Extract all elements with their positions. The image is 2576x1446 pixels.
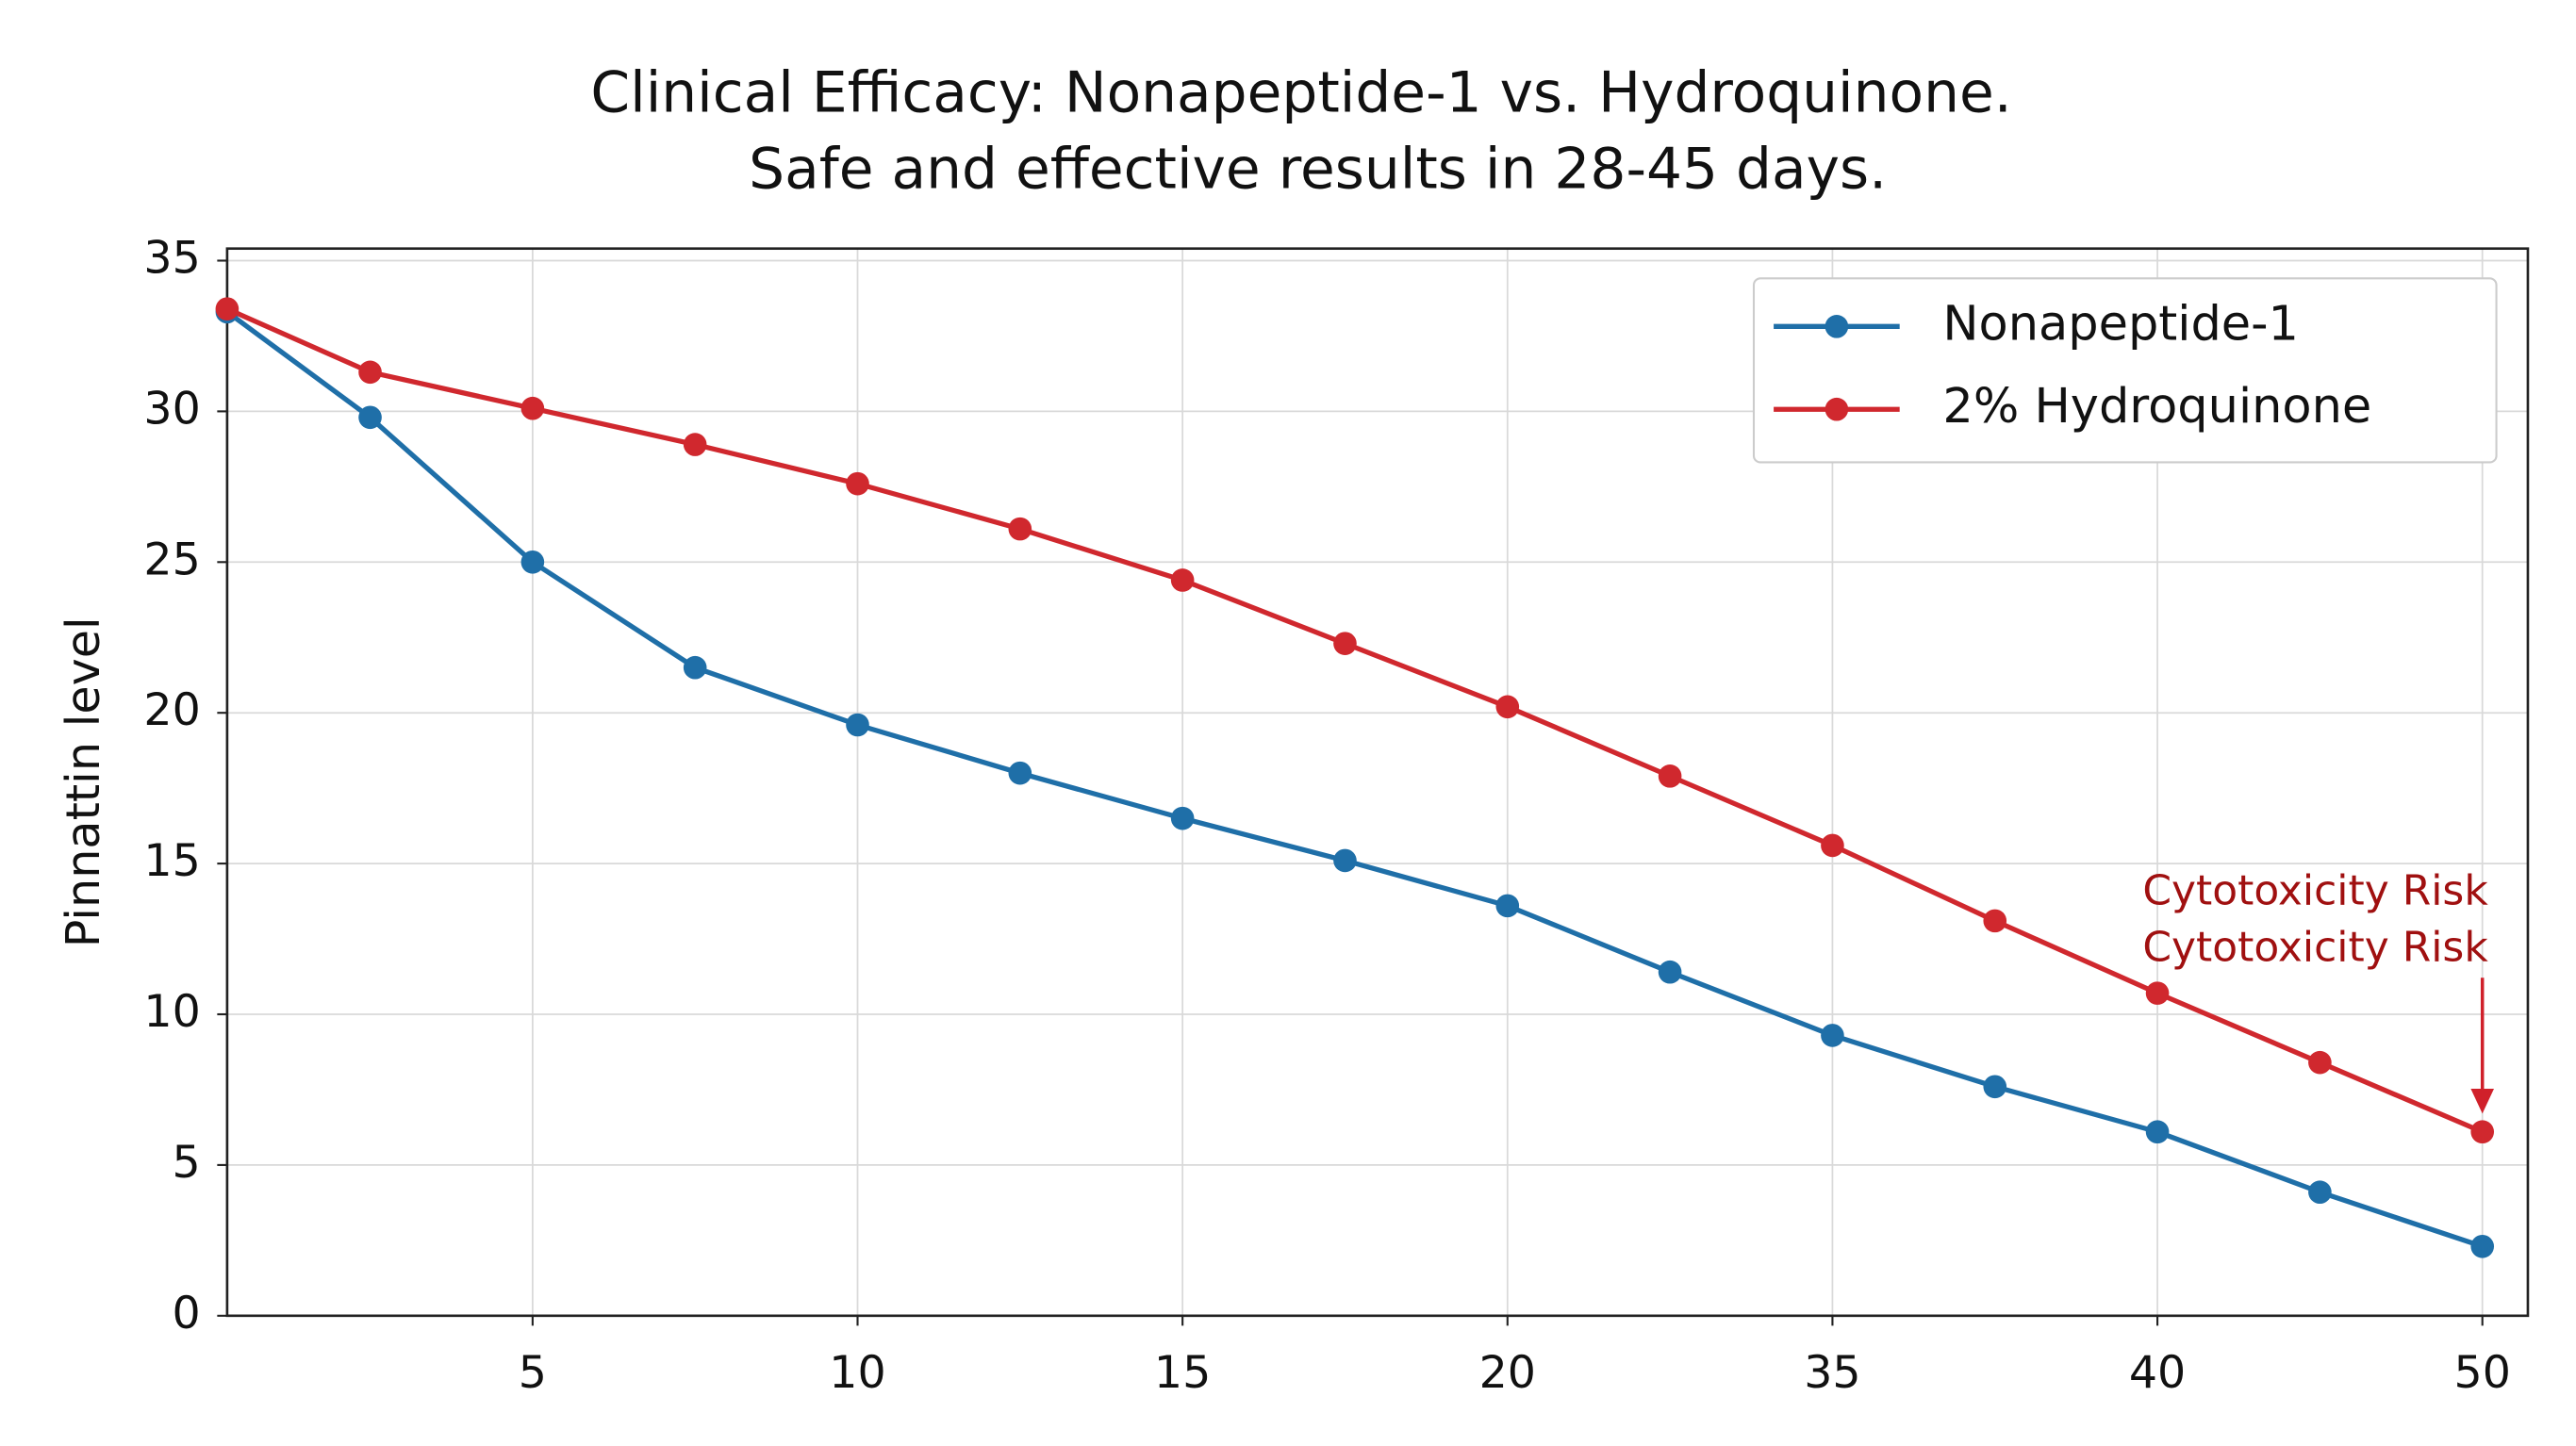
data-point — [846, 471, 869, 496]
y-tick-label: 10 — [143, 986, 200, 1038]
y-tick-label: 35 — [143, 232, 200, 284]
data-point — [2145, 981, 2170, 1005]
legend-label: 2% Hydroquinone — [1942, 379, 2371, 435]
data-point — [2308, 1050, 2332, 1075]
data-point — [1495, 894, 1520, 918]
y-tick-label: 30 — [143, 383, 200, 435]
annotation-text: Cytotoxicity Risk — [2142, 867, 2488, 915]
y-tick-label: 25 — [143, 534, 200, 585]
x-tick-label: 50 — [2454, 1347, 2511, 1399]
y-tick-label: 15 — [143, 835, 200, 887]
data-point — [520, 550, 545, 574]
data-point — [215, 297, 239, 320]
data-point — [2470, 1234, 2495, 1258]
data-point — [1170, 568, 1195, 592]
data-point — [1821, 833, 1844, 858]
annotation-arrowhead — [2470, 1089, 2495, 1114]
data-point — [1170, 806, 1195, 830]
legend-marker — [1825, 397, 1849, 421]
data-point — [520, 396, 545, 420]
data-point — [2470, 1120, 2495, 1144]
data-point — [846, 713, 869, 737]
data-point — [1333, 848, 1357, 873]
data-point — [683, 655, 707, 680]
data-point — [1658, 960, 1682, 984]
legend-label: Nonapeptide-1 — [1942, 296, 2299, 352]
annotation-text: Cytotoxicity Risk — [2142, 923, 2488, 971]
x-tick-label: 40 — [2129, 1347, 2186, 1399]
plot-frame — [225, 247, 2530, 1318]
data-point — [1008, 517, 1032, 541]
data-point — [358, 405, 382, 430]
data-point — [1658, 764, 1682, 788]
data-point — [1821, 1024, 1844, 1047]
chart-subtitle: Safe and effective results in 28-45 days… — [749, 137, 1887, 202]
data-point — [1983, 909, 2007, 933]
data-point — [683, 433, 707, 456]
data-point — [1495, 695, 1520, 719]
x-tick-label: 10 — [829, 1347, 885, 1399]
chart-title: Clinical Efficacy: Nonapeptide-1 vs. Hyd… — [590, 61, 2011, 126]
x-tick-label: 35 — [1804, 1347, 1860, 1399]
data-point — [2308, 1180, 2332, 1205]
data-point — [1333, 632, 1357, 655]
y-tick-label: 0 — [173, 1288, 201, 1339]
legend-marker — [1825, 315, 1849, 338]
x-tick-label: 5 — [519, 1347, 547, 1399]
legend-box — [1752, 277, 2498, 464]
x-tick-label: 15 — [1154, 1347, 1211, 1399]
data-point — [358, 360, 382, 385]
y-axis-label: Pinnattin level — [56, 616, 110, 947]
legend: Nonapeptide-1 2% Hydroquinone — [1752, 277, 2498, 464]
y-tick-label: 5 — [173, 1137, 201, 1189]
x-tick-label: 20 — [1479, 1347, 1536, 1399]
data-point — [1983, 1075, 2007, 1099]
data-point — [1008, 761, 1032, 785]
data-point — [2145, 1120, 2170, 1144]
y-tick-label: 20 — [143, 684, 200, 736]
